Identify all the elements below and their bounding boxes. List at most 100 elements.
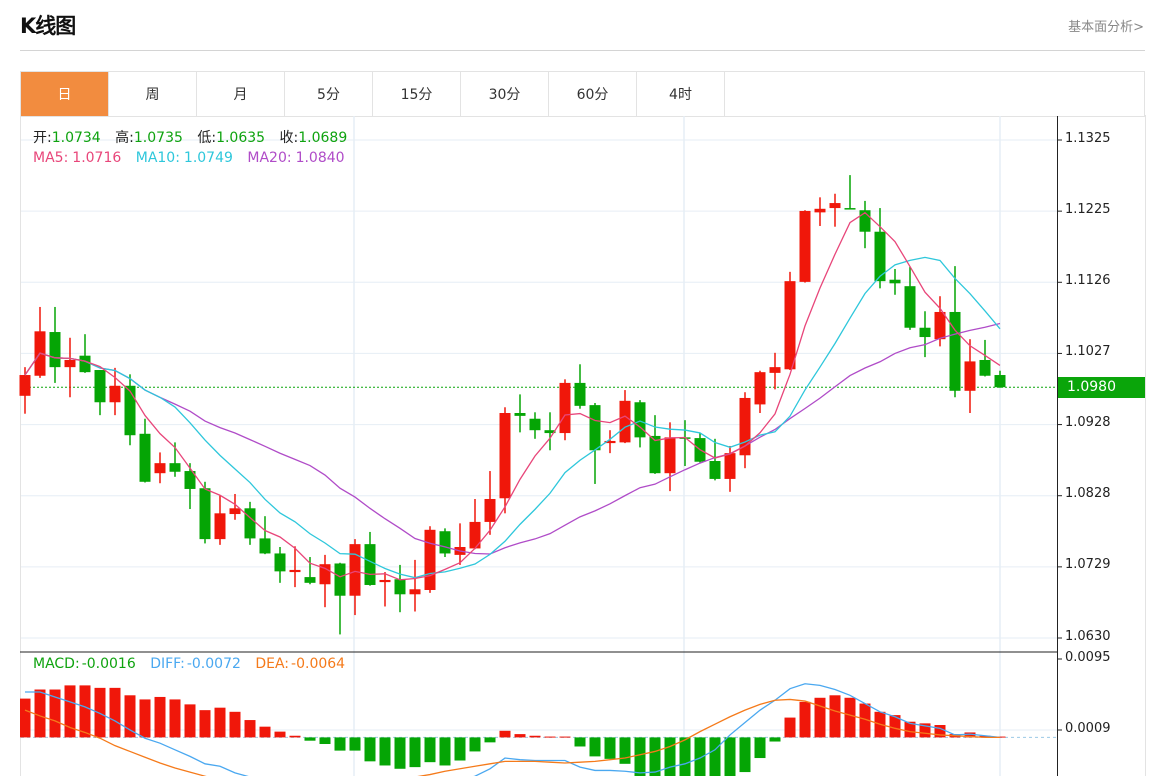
macd-bar: [184, 704, 196, 738]
price-tick: 1.1126: [1065, 273, 1111, 288]
macd-bar: [274, 731, 286, 738]
macd-bar: [139, 699, 151, 738]
macd-bar: [79, 685, 91, 738]
candle-body: [349, 544, 361, 596]
ma10-value: 1.0749: [183, 150, 233, 166]
macd-value: -0.0016: [81, 656, 136, 672]
tab-5min[interactable]: 5分: [285, 72, 373, 116]
macd-bar: [409, 737, 421, 768]
candle-body: [574, 382, 586, 406]
candle-body: [709, 461, 721, 479]
candle-body: [949, 311, 961, 391]
candle-body: [934, 311, 946, 340]
candle-body: [214, 513, 226, 540]
macd-bar: [334, 737, 346, 751]
tab-4hour[interactable]: 4时: [637, 72, 725, 116]
price-tick: 1.0828: [1065, 486, 1111, 501]
price-tick: 1.1027: [1065, 344, 1111, 359]
candle-body: [754, 372, 766, 405]
candle-body: [124, 385, 136, 436]
tab-month[interactable]: 月: [197, 72, 285, 116]
dea-label: DEA:: [255, 656, 290, 672]
diff-value: -0.0072: [186, 656, 241, 672]
candle-body: [484, 498, 496, 522]
macd-info: MACD: -0.0016 DIFF: -0.0072 DEA: -0.0064: [33, 656, 355, 672]
close-value: 1.0689: [298, 130, 348, 146]
header-divider: [20, 50, 1145, 51]
macd-bar: [859, 703, 871, 738]
ma20-label: MA20:: [247, 150, 292, 166]
ohlc-info: 开:1.0734 高:1.0735 低:1.0635 收:1.0689: [33, 127, 357, 147]
candle-body: [139, 433, 151, 482]
candle-body: [814, 208, 826, 213]
ma-info: MA5: 1.0716 MA10: 1.0749 MA20: 1.0840: [33, 150, 355, 166]
macd-bar: [724, 737, 736, 776]
macd-bar: [439, 737, 451, 766]
open-label: 开:: [33, 130, 52, 146]
macd-bar: [394, 737, 406, 769]
candle-body: [514, 413, 526, 416]
low-label: 低:: [197, 130, 217, 146]
kline-chart-area[interactable]: [20, 115, 1146, 776]
macd-bar: [904, 721, 916, 738]
candle-body: [64, 359, 76, 368]
candle-body: [559, 382, 571, 434]
macd-bar: [784, 717, 796, 738]
candle-body: [529, 418, 541, 431]
macd-bar: [634, 737, 646, 776]
period-tabs: 日 周 月 5分 15分 30分 60分 4时: [20, 71, 1145, 117]
diff-line: [25, 683, 1001, 776]
candle-body: [424, 529, 436, 590]
macd-bar: [589, 737, 601, 757]
candle-body: [829, 203, 841, 209]
candle-body: [319, 564, 331, 585]
candle-body: [334, 563, 346, 596]
price-tick: 1.1225: [1065, 202, 1111, 217]
macd-bar: [289, 735, 301, 738]
fundamental-analysis-link[interactable]: 基本面分析>: [1068, 20, 1144, 35]
macd-bar: [619, 737, 631, 764]
ma5-value: 1.0716: [72, 150, 122, 166]
candle-body: [619, 400, 631, 443]
macd-bar: [154, 696, 166, 738]
macd-bar: [514, 734, 526, 738]
macd-bar: [94, 687, 106, 738]
macd-bar: [769, 737, 781, 742]
macd-bar: [694, 737, 706, 776]
tab-15min[interactable]: 15分: [373, 72, 461, 116]
candle-body: [199, 488, 211, 540]
macd-bar: [559, 736, 571, 738]
macd-bar: [304, 737, 316, 741]
macd-bar: [799, 701, 811, 738]
candle-body: [919, 327, 931, 338]
macd-bar: [499, 730, 511, 738]
candle-body: [724, 453, 736, 479]
macd-bar: [49, 689, 61, 738]
price-tick: 1.0729: [1065, 557, 1111, 572]
macd-bar: [844, 697, 856, 738]
tab-week[interactable]: 周: [109, 72, 197, 116]
macd-bar: [124, 695, 136, 738]
candle-body: [289, 569, 301, 573]
macd-bar: [484, 737, 496, 743]
macd-bar: [814, 697, 826, 738]
candle-body: [769, 367, 781, 373]
candle-body: [439, 531, 451, 554]
macd-bar: [739, 737, 751, 773]
macd-bar: [259, 726, 271, 738]
close-label: 收:: [279, 130, 299, 146]
candle-body: [94, 370, 106, 403]
macd-label: MACD:: [33, 656, 80, 672]
ma10-label: MA10:: [135, 150, 180, 166]
candle-body: [274, 553, 286, 572]
macd-bar: [20, 698, 31, 738]
tab-day[interactable]: 日: [21, 72, 109, 116]
tab-60min[interactable]: 60分: [549, 72, 637, 116]
macd-bar: [604, 737, 616, 759]
tab-30min[interactable]: 30分: [461, 72, 549, 116]
candle-body: [79, 355, 91, 373]
macd-bar: [169, 699, 181, 738]
candle-body: [259, 538, 271, 554]
macd-bar: [529, 735, 541, 738]
ma20-line: [24, 322, 1001, 555]
